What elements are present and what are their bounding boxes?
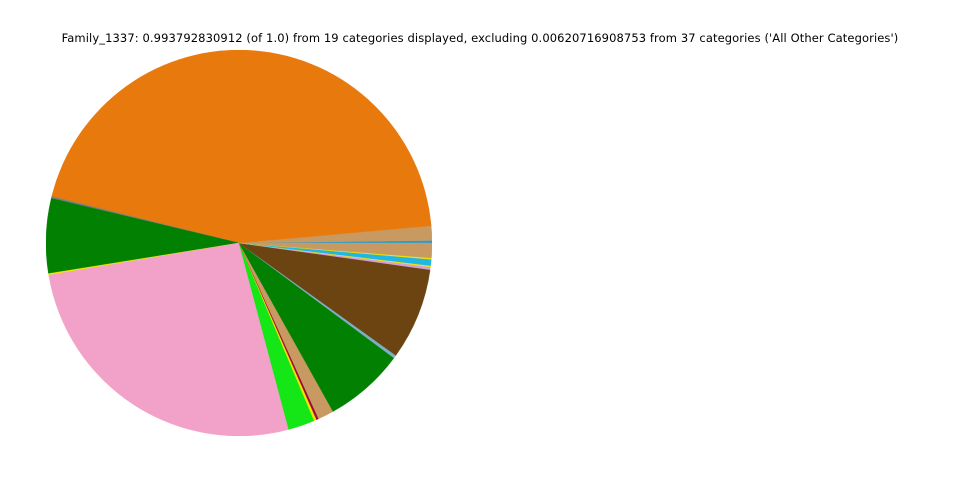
pie-chart — [46, 50, 432, 436]
pie-slice-group — [46, 50, 432, 436]
pie-chart-svg — [46, 50, 432, 436]
pie-slice — [238, 242, 431, 356]
pie-slice — [48, 242, 289, 436]
pie-slice — [51, 50, 432, 244]
page-title: Family_1337: 0.993792830912 (of 1.0) fro… — [61, 31, 899, 45]
